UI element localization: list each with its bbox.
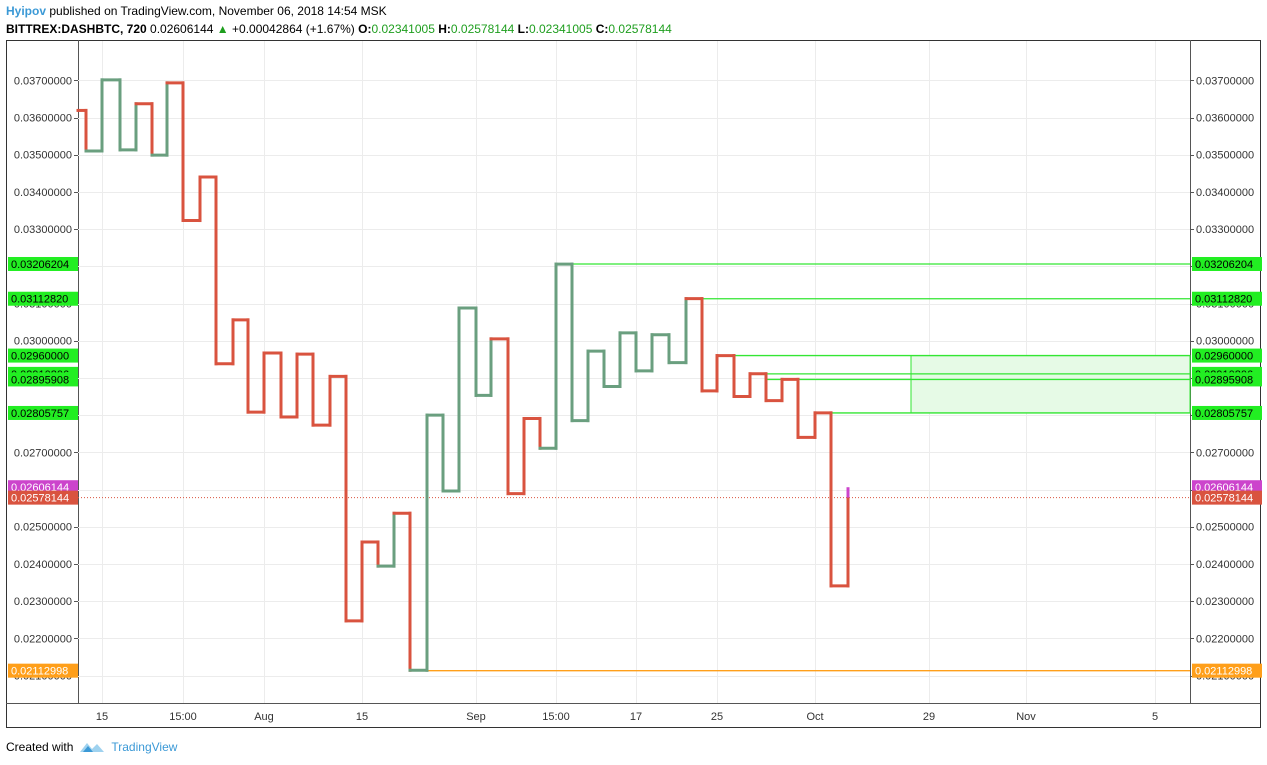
level-price-badge: 0.02805757 bbox=[11, 408, 69, 420]
change-value: +0.00042864 (+1.67%) bbox=[232, 22, 355, 36]
y-tick-label-right: 0.03500000 bbox=[1196, 150, 1254, 162]
support-price-badge-bg bbox=[1192, 663, 1262, 678]
x-tick-label: 15:00 bbox=[169, 711, 197, 723]
level-price-badge: 0.03112820 bbox=[1195, 294, 1252, 306]
y-tick-label-left: 0.03000000 bbox=[14, 336, 72, 348]
level-price-badge-bg bbox=[1192, 405, 1262, 420]
low-value: 0.02341005 bbox=[528, 22, 593, 36]
close-price-badge-bg bbox=[1192, 490, 1262, 505]
x-tick-label: 25 bbox=[711, 711, 723, 723]
y-tick-label-left: 0.02400000 bbox=[14, 559, 72, 571]
y-tick-label-left: 0.03500000 bbox=[14, 150, 72, 162]
x-tick-label: Nov bbox=[1016, 711, 1036, 723]
y-tick-label-left: 0.03700000 bbox=[14, 75, 72, 87]
level-price-badge-bg bbox=[8, 291, 78, 306]
x-tick-label: 15 bbox=[356, 711, 368, 723]
y-tick-label-right: 0.03300000 bbox=[1196, 224, 1254, 236]
level-price-badge-bg bbox=[1192, 256, 1262, 271]
close-price-badge: 0.02578144 bbox=[11, 493, 69, 505]
created-with-text: Created with bbox=[6, 740, 74, 754]
x-tick-label: Oct bbox=[806, 711, 823, 723]
y-tick-label-left: 0.03600000 bbox=[14, 113, 72, 125]
y-tick-label-left: 0.02200000 bbox=[14, 633, 72, 645]
level-price-badge: 0.02805757 bbox=[1195, 408, 1253, 420]
y-tick-label-left: 0.03400000 bbox=[14, 187, 72, 199]
symbol-label: BITTREX:DASHBTC, 720 bbox=[6, 22, 147, 36]
y-tick-label-left: 0.02700000 bbox=[14, 447, 72, 459]
level-price-badge: 0.03206204 bbox=[1195, 259, 1253, 271]
level-price-badge: 0.02895908 bbox=[11, 374, 69, 386]
tradingview-link[interactable]: TradingView bbox=[111, 740, 178, 754]
x-tick-label: Sep bbox=[466, 711, 486, 723]
x-tick-label: 17 bbox=[630, 711, 642, 723]
footer: Created with TradingView bbox=[6, 739, 177, 755]
y-tick-label-left: 0.02500000 bbox=[14, 522, 72, 534]
level-price-badge-bg bbox=[1192, 291, 1262, 306]
up-arrow-icon: ▲ bbox=[216, 22, 229, 36]
y-tick-label-left: 0.02300000 bbox=[14, 596, 72, 608]
x-tick-label: Aug bbox=[254, 711, 274, 723]
close-value: 0.02578144 bbox=[608, 22, 672, 36]
level-price-badge: 0.03206204 bbox=[11, 259, 69, 271]
level-price-badge-bg bbox=[8, 256, 78, 271]
author-name[interactable]: Hyipov bbox=[6, 4, 47, 18]
close-label: C: bbox=[595, 22, 609, 36]
support-price-badge: 0.02112998 bbox=[1195, 666, 1252, 678]
level-price-badge: 0.02960000 bbox=[11, 351, 69, 363]
x-tick-label: 15 bbox=[96, 711, 108, 723]
y-tick-label-right: 0.02700000 bbox=[1196, 447, 1254, 459]
y-tick-label-right: 0.02200000 bbox=[1196, 633, 1254, 645]
low-label: L: bbox=[517, 22, 529, 36]
level-price-badge-bg bbox=[8, 372, 78, 387]
close-price-badge-bg bbox=[8, 490, 78, 505]
high-value: 0.02578144 bbox=[450, 22, 515, 36]
x-tick-label: 29 bbox=[923, 711, 935, 723]
resistance-zone bbox=[910, 355, 1191, 414]
level-price-badge-bg bbox=[8, 405, 78, 420]
level-price-badge-bg bbox=[1192, 348, 1262, 363]
last-value: 0.02606144 bbox=[150, 22, 214, 36]
open-label: O: bbox=[358, 22, 372, 36]
x-tick-label: 5 bbox=[1152, 711, 1158, 723]
support-price-badge: 0.02112998 bbox=[11, 666, 68, 678]
y-tick-label-right: 0.02300000 bbox=[1196, 596, 1254, 608]
y-tick-label-right: 0.03000000 bbox=[1196, 336, 1254, 348]
open-value: 0.02341005 bbox=[371, 22, 435, 36]
support-price-badge-bg bbox=[8, 663, 78, 678]
tradingview-logo-icon bbox=[80, 743, 105, 752]
published-text: published on TradingView.com, November 0… bbox=[49, 4, 387, 18]
y-tick-label-right: 0.02400000 bbox=[1196, 559, 1254, 571]
chart-header-line1: Hyipov published on TradingView.com, Nov… bbox=[6, 4, 387, 18]
y-tick-label-right: 0.03600000 bbox=[1196, 113, 1254, 125]
level-price-badge: 0.02895908 bbox=[1195, 374, 1253, 386]
level-price-badge: 0.03112820 bbox=[11, 294, 68, 306]
chart-header-line2: BITTREX:DASHBTC, 720 0.02606144 ▲ +0.000… bbox=[6, 22, 672, 36]
y-tick-label-right: 0.02500000 bbox=[1196, 522, 1254, 534]
close-price-badge: 0.02578144 bbox=[1195, 493, 1253, 505]
y-tick-label-left: 0.03300000 bbox=[14, 224, 72, 236]
x-tick-label: 15:00 bbox=[542, 711, 570, 723]
y-tick-label-right: 0.03400000 bbox=[1196, 187, 1254, 199]
high-label: H: bbox=[438, 22, 451, 36]
level-price-badge-bg bbox=[8, 348, 78, 363]
level-price-badge-bg bbox=[1192, 372, 1262, 387]
y-tick-label-right: 0.03700000 bbox=[1196, 75, 1254, 87]
level-price-badge: 0.02960000 bbox=[1195, 351, 1253, 363]
